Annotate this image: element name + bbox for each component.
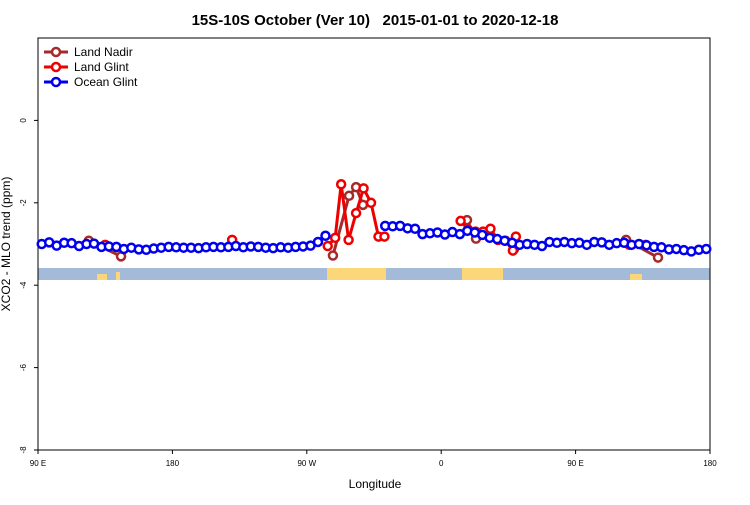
- x-tick-label: 90 W: [297, 459, 316, 468]
- y-tick-label: -6: [19, 363, 28, 371]
- x-tick-label: 90 E: [567, 459, 583, 468]
- legend-label: Ocean Glint: [74, 75, 138, 89]
- data-point: [485, 223, 496, 235]
- data-point: [343, 190, 355, 202]
- series-line: [331, 184, 365, 256]
- legend-marker: [50, 61, 62, 73]
- legend-marker: [50, 76, 62, 88]
- data-point: [652, 252, 664, 263]
- data-point: [365, 197, 377, 209]
- x-axis-label: Longitude: [349, 477, 402, 491]
- y-tick-label: -4: [19, 281, 28, 289]
- data-point: [350, 207, 362, 219]
- legend-marker: [50, 46, 62, 58]
- land-ocean-strip: [38, 268, 710, 280]
- legend-label: Land Glint: [74, 60, 129, 74]
- data-point: [320, 230, 331, 242]
- y-tick-label: -8: [19, 446, 28, 454]
- data-point: [327, 250, 339, 261]
- data-point: [536, 240, 548, 252]
- data-point: [455, 215, 466, 227]
- x-tick-label: 180: [166, 459, 180, 468]
- data-point: [312, 236, 324, 248]
- data-point: [358, 183, 369, 194]
- data-point: [701, 243, 712, 255]
- y-tick-label: -2: [19, 199, 28, 207]
- x-tick-label: 90 E: [30, 459, 46, 468]
- data-point: [322, 240, 333, 252]
- data-point: [409, 223, 421, 235]
- data-point: [329, 232, 341, 244]
- data-point: [343, 234, 354, 246]
- data-point: [335, 179, 347, 190]
- y-tick-label: 0: [19, 118, 28, 123]
- data-point: [379, 231, 390, 242]
- legend-label: Land Nadir: [74, 45, 133, 59]
- x-tick-label: 180: [703, 459, 717, 468]
- x-tick-label: 0: [439, 459, 444, 468]
- y-axis-label: XCO2 - MLO trend (ppm): [0, 177, 13, 312]
- chart-title: 15S-10S October (Ver 10) 2015-01-01 to 2…: [192, 12, 559, 29]
